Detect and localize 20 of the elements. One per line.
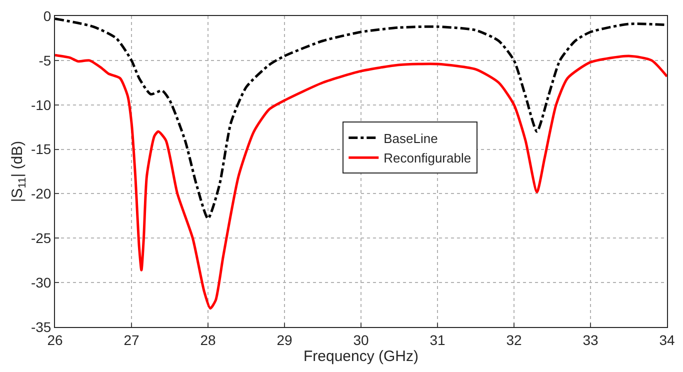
- x-tick-label: 32: [506, 332, 522, 348]
- y-tick-label: 0: [43, 8, 52, 24]
- x-axis-title: Frequency (GHz): [303, 348, 419, 365]
- x-tick-label: 31: [430, 332, 446, 348]
- x-tick-label: 33: [582, 332, 598, 348]
- y-tick-label: -15: [30, 141, 52, 158]
- y-tick-label: -30: [30, 274, 52, 290]
- y-tick-label: -5: [38, 52, 52, 68]
- x-tick-label: 28: [200, 332, 216, 348]
- legend-label: Reconfigurable: [384, 150, 472, 166]
- y-tick-label: -10: [30, 96, 52, 113]
- x-tick-label: 27: [124, 332, 140, 348]
- legend-label: BaseLine: [384, 130, 438, 146]
- line-series: [55, 17, 667, 220]
- line-series: [55, 54, 667, 310]
- y-tick-label: -20: [30, 186, 52, 202]
- x-tick-label: 30: [353, 332, 369, 348]
- y-tick-label: -25: [30, 230, 52, 246]
- x-tick-label: 29: [276, 332, 292, 348]
- x-tick-label: 34: [659, 332, 675, 348]
